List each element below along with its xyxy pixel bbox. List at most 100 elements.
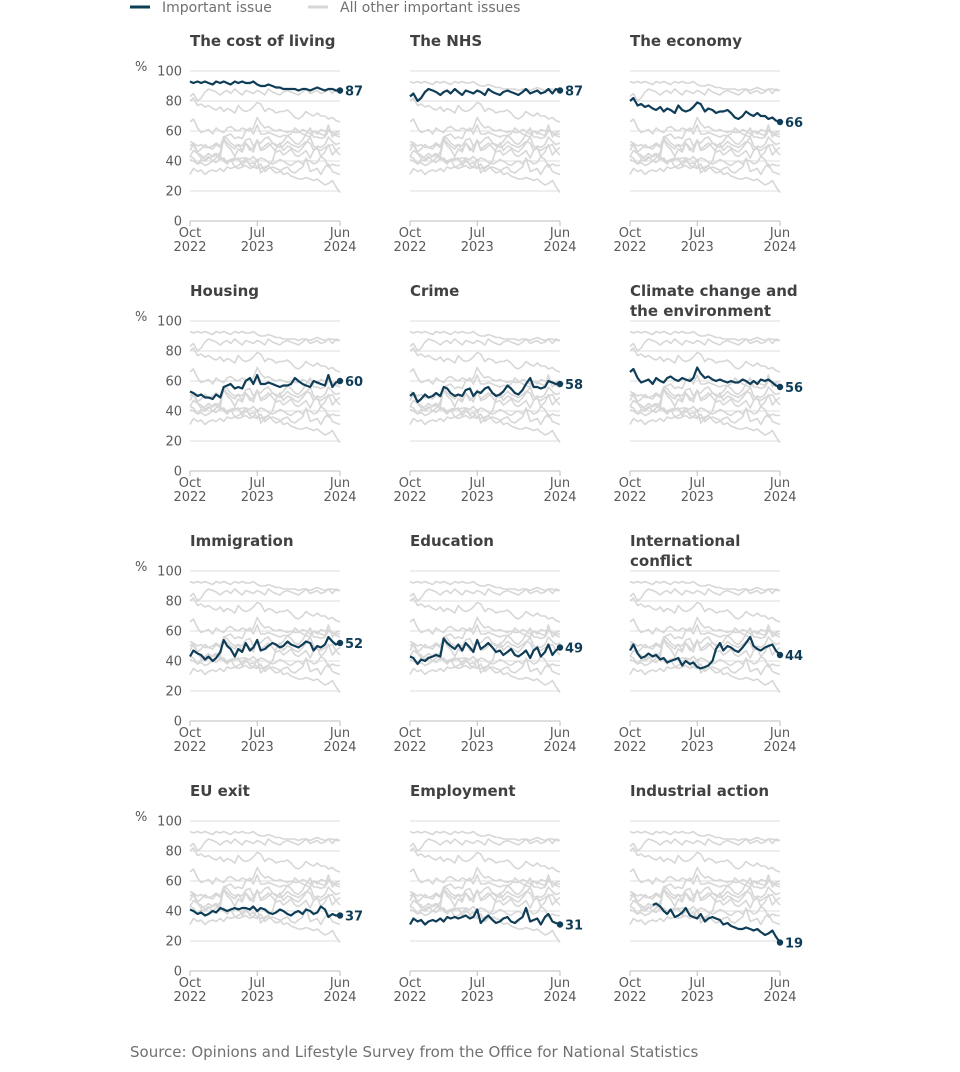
end-point [556, 921, 564, 928]
y-tick-label: 40 [165, 405, 182, 420]
y-tick-label: 80 [165, 595, 182, 610]
x-tick-label-month: Oct [619, 726, 641, 741]
other-series-line [409, 838, 561, 852]
x-tick-label-year: 2023 [241, 490, 274, 505]
x-tick-label-year: 2022 [613, 990, 646, 1005]
other-series-line [629, 597, 781, 623]
panel-title: Immigration [190, 532, 294, 550]
other-series-line [629, 847, 781, 873]
end-point [336, 87, 344, 94]
other-series-line [629, 330, 780, 342]
end-point [776, 383, 784, 391]
x-tick-label-month: Oct [619, 226, 641, 241]
other-series-line [189, 657, 341, 676]
end-value-label: 66 [785, 116, 803, 131]
important-series-line [629, 635, 781, 670]
y-tick-label: 80 [165, 345, 182, 360]
panel-title-line: Education [410, 532, 494, 550]
other-series-line [189, 907, 341, 926]
x-tick-label-year: 2024 [763, 490, 796, 505]
other-series-line [409, 97, 561, 123]
x-tick-label-month: Jul [688, 476, 705, 491]
other-series-line [432, 652, 561, 693]
other-series-line [189, 627, 340, 653]
x-tick-label-month: Jun [769, 976, 790, 991]
end-value-label: 52 [345, 637, 363, 652]
y-tick-label: 60 [165, 875, 182, 890]
other-series-line [212, 902, 341, 943]
x-tick-label-month: Jul [468, 226, 485, 241]
other-series-line [189, 88, 341, 102]
x-tick-label-year: 2022 [393, 490, 426, 505]
other-series-line [432, 402, 561, 443]
x-tick-label-year: 2023 [681, 990, 714, 1005]
important-series-line [652, 902, 781, 944]
panel-title: Employment [410, 782, 516, 800]
other-series-line [409, 636, 561, 670]
other-series-line [189, 136, 341, 170]
end-point [336, 377, 344, 385]
x-tick-label-month: Jul [688, 726, 705, 741]
panels: The cost of living020406080100%Oct2022Ju… [135, 32, 803, 1005]
panel-title-line: Industrial action [630, 782, 769, 800]
x-tick-label-year: 2024 [323, 990, 356, 1005]
x-tick-label-month: Jul [248, 726, 265, 741]
y-tick-label: 60 [165, 125, 182, 140]
other-series-line [409, 830, 560, 842]
y-tick-label: 0 [174, 215, 182, 230]
other-series-line [189, 847, 341, 873]
x-tick-label-year: 2022 [173, 490, 206, 505]
x-tick-label-month: Oct [619, 476, 641, 491]
x-tick-label-month: Oct [179, 976, 201, 991]
x-tick-label-month: Oct [399, 226, 421, 241]
panel-title-line: Housing [190, 282, 259, 300]
x-tick-label-month: Jul [688, 976, 705, 991]
other-series-line [189, 97, 341, 123]
panel-title-line: Crime [410, 282, 459, 300]
end-point [556, 380, 564, 388]
y-unit-label: % [135, 60, 147, 75]
x-tick-label-year: 2024 [323, 240, 356, 255]
y-tick-label: 20 [165, 685, 182, 700]
x-tick-label-month: Jul [248, 476, 265, 491]
y-tick-label: 20 [165, 185, 182, 200]
y-tick-label: 100 [157, 565, 182, 580]
panel-title: The NHS [410, 32, 482, 50]
other-series-line [629, 655, 780, 668]
other-series-line [409, 155, 560, 168]
other-series-line [189, 405, 340, 418]
other-series-line [629, 588, 781, 602]
other-series-line [629, 877, 780, 903]
other-series-line [409, 338, 561, 352]
x-tick-label-year: 2022 [613, 490, 646, 505]
important-series-line [409, 637, 561, 666]
other-series-line [409, 127, 560, 153]
x-tick-label-month: Jun [549, 976, 570, 991]
x-tick-label-month: Jun [329, 976, 350, 991]
legend-other-label: All other important issues [340, 0, 520, 16]
x-tick-label-month: Oct [399, 726, 421, 741]
x-tick-label-month: Jun [329, 476, 350, 491]
other-series-line [189, 655, 340, 668]
end-point [776, 118, 784, 126]
other-series-line [432, 152, 561, 193]
other-series-line [629, 838, 781, 852]
other-series-line [409, 366, 561, 388]
important-series-line [189, 373, 341, 401]
end-value-label: 87 [565, 85, 583, 100]
important-series-line [189, 80, 340, 92]
other-series-line [409, 407, 561, 426]
end-value-label: 49 [565, 642, 583, 657]
important-series-line [629, 366, 781, 389]
important-series-line [189, 905, 340, 919]
panel-climate-change-and-the-environment: Climate change and the environment Oct2022… [613, 282, 803, 505]
other-series-line [189, 580, 340, 592]
panel-title: The cost of living [190, 32, 336, 50]
other-series-line [189, 330, 340, 342]
x-tick-label-month: Jun [549, 226, 570, 241]
legend: Important issue All other important issu… [130, 0, 520, 16]
y-tick-label: 60 [165, 375, 182, 390]
